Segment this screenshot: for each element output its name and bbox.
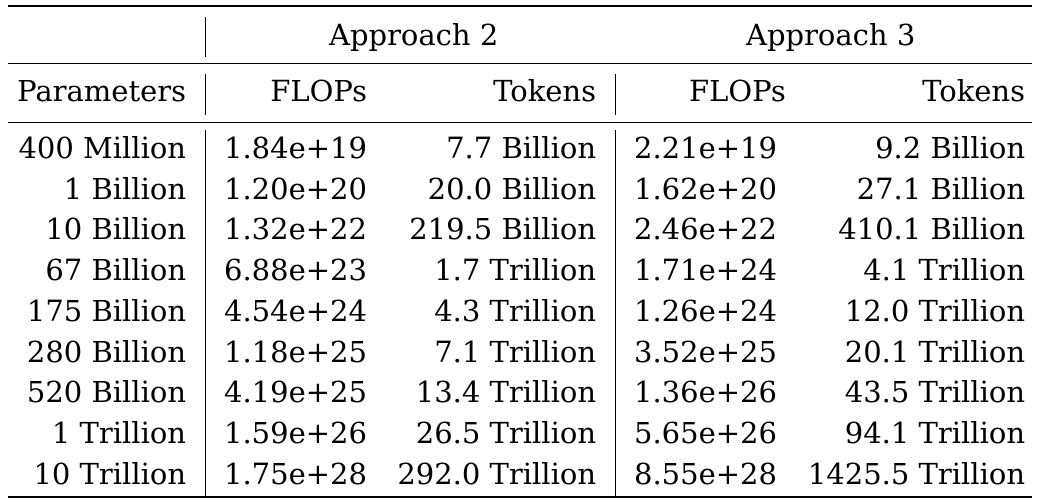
- cell-flops-approach-2: 4.54e+24: [224, 293, 367, 328]
- header-flops-approach-3: FLOPs: [689, 74, 786, 108]
- bottom-rule: [8, 496, 1032, 498]
- cell-tokens-approach-2: 26.5 Trillion: [415, 415, 596, 450]
- header-flops-approach-2: FLOPs: [270, 74, 367, 108]
- cell-flops-approach-2: 1.20e+20: [224, 171, 367, 206]
- column-divider: [205, 17, 206, 57]
- cell-tokens-approach-3: 27.1 Billion: [856, 171, 1025, 206]
- cell-tokens-approach-2: 7.7 Billion: [446, 131, 596, 165]
- cell-flops-approach-3: 1.71e+24: [634, 253, 777, 288]
- top-rule: [8, 5, 1032, 7]
- group-header-approach-3: Approach 3: [746, 18, 916, 52]
- cell-tokens-approach-3: 20.1 Trillion: [844, 334, 1025, 369]
- cell-flops-approach-2: 4.19e+25: [224, 375, 367, 410]
- cell-flops-approach-2: 6.88e+23: [224, 253, 367, 288]
- cell-tokens-approach-3: 1425.5 Trillion: [807, 456, 1025, 491]
- cell-parameters: 175 Billion: [26, 293, 186, 328]
- cell-parameters: 67 Billion: [45, 253, 186, 288]
- cell-flops-approach-2: 1.75e+28: [224, 456, 367, 491]
- cell-tokens-approach-2: 7.1 Trillion: [434, 334, 596, 369]
- cell-flops-approach-3: 1.36e+26: [634, 375, 777, 410]
- cell-flops-approach-2: 1.32e+22: [224, 212, 367, 247]
- header-rule: [8, 122, 1032, 123]
- column-divider: [615, 130, 616, 496]
- header-tokens-approach-3: Tokens: [922, 74, 1025, 108]
- cell-parameters: 520 Billion: [26, 375, 186, 410]
- column-divider: [615, 74, 616, 115]
- cell-parameters: 10 Billion: [45, 212, 186, 247]
- cell-tokens-approach-3: 4.1 Trillion: [863, 253, 1025, 288]
- group-header-approach-2: Approach 2: [329, 18, 499, 52]
- cell-flops-approach-3: 3.52e+25: [634, 334, 777, 369]
- cell-tokens-approach-3: 43.5 Trillion: [844, 375, 1025, 410]
- cell-parameters: 10 Trillion: [33, 456, 186, 491]
- cell-tokens-approach-2: 292.0 Trillion: [397, 456, 596, 491]
- cell-tokens-approach-3: 94.1 Trillion: [844, 415, 1025, 450]
- header-parameters: Parameters: [17, 74, 186, 108]
- cell-flops-approach-2: 1.59e+26: [224, 415, 367, 450]
- cell-flops-approach-3: 8.55e+28: [634, 456, 777, 491]
- cell-flops-approach-3: 1.62e+20: [634, 171, 777, 206]
- cell-tokens-approach-3: 9.2 Billion: [875, 131, 1025, 165]
- cell-flops-approach-3: 5.65e+26: [634, 415, 777, 450]
- cell-tokens-approach-2: 13.4 Trillion: [415, 375, 596, 410]
- cell-tokens-approach-2: 20.0 Billion: [427, 171, 596, 206]
- group-rule: [8, 63, 1032, 64]
- cell-parameters: 1 Billion: [63, 171, 186, 206]
- cell-flops-approach-2: 1.18e+25: [224, 334, 367, 369]
- header-tokens-approach-2: Tokens: [493, 74, 596, 108]
- cell-parameters: 1 Trillion: [51, 415, 186, 450]
- cell-tokens-approach-2: 4.3 Trillion: [434, 293, 596, 328]
- cell-tokens-approach-2: 219.5 Billion: [409, 212, 596, 247]
- column-divider: [205, 130, 206, 496]
- cell-tokens-approach-2: 1.7 Trillion: [434, 253, 596, 288]
- cell-flops-approach-3: 2.46e+22: [634, 212, 777, 247]
- cell-flops-approach-2: 1.84e+19: [224, 131, 367, 165]
- cell-flops-approach-3: 1.26e+24: [634, 293, 777, 328]
- cell-tokens-approach-3: 410.1 Billion: [838, 212, 1025, 247]
- column-divider: [205, 74, 206, 115]
- cell-parameters: 280 Billion: [26, 334, 186, 369]
- cell-flops-approach-3: 2.21e+19: [634, 131, 777, 165]
- cell-tokens-approach-3: 12.0 Trillion: [844, 293, 1025, 328]
- cell-parameters: 400 Million: [18, 131, 186, 165]
